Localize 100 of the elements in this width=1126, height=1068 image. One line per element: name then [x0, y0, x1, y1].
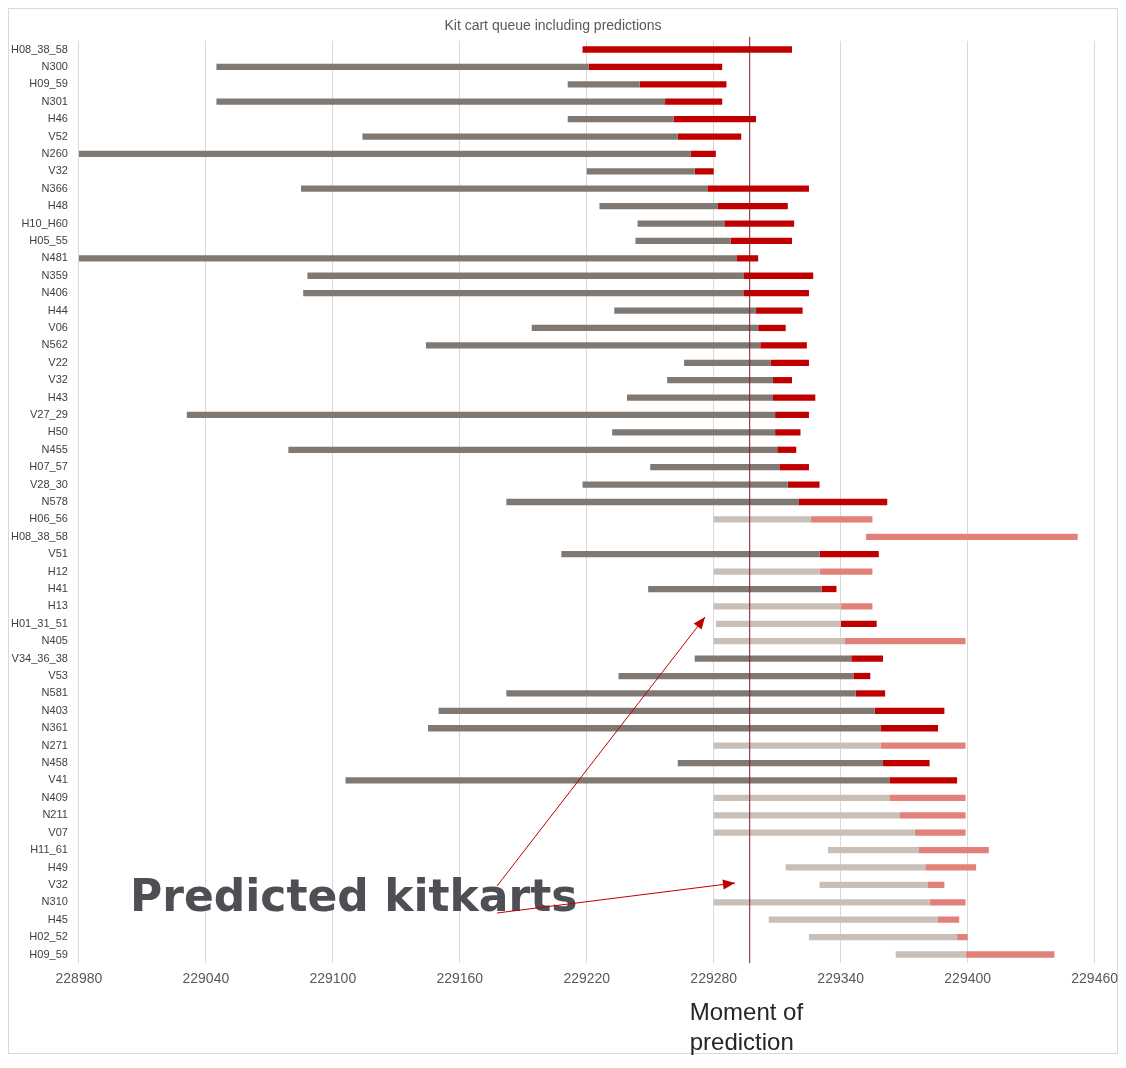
x-tick-label: 229400 — [944, 970, 992, 987]
y-tick-label: H46 — [47, 112, 68, 125]
bar — [635, 237, 731, 245]
bar — [186, 411, 776, 419]
bar — [216, 63, 589, 71]
bar — [713, 568, 820, 575]
bar — [743, 290, 809, 297]
y-tick-label: V32 — [48, 373, 68, 386]
y-tick-label: H45 — [47, 912, 68, 925]
bar — [614, 307, 757, 314]
y-tick-label: H12 — [47, 564, 68, 577]
bar — [713, 516, 812, 523]
bar — [798, 498, 888, 506]
bar — [648, 585, 822, 593]
bar — [694, 168, 714, 175]
bar — [819, 881, 928, 889]
y-tick-label: N300 — [41, 59, 68, 72]
bar — [743, 272, 814, 279]
annotation: Predicted kitkarts — [130, 870, 578, 921]
bar — [927, 881, 945, 889]
bar — [819, 568, 873, 575]
x-tick-label: 229220 — [563, 970, 611, 987]
bar — [772, 394, 816, 401]
bar — [730, 237, 793, 245]
bar — [713, 603, 841, 610]
bar — [965, 951, 1055, 958]
y-tick-label: H49 — [47, 860, 68, 873]
x-tick-label: 228980 — [55, 970, 103, 987]
y-tick-label: N581 — [41, 686, 68, 699]
y-tick-label: H43 — [47, 390, 68, 403]
bar — [880, 725, 939, 732]
bar — [785, 864, 926, 871]
bar — [772, 377, 793, 384]
x-tick-label: 229160 — [436, 970, 484, 987]
y-tick-label: H02_52 — [29, 930, 68, 943]
bar — [713, 742, 881, 749]
bar — [821, 585, 837, 593]
bar — [819, 551, 879, 558]
y-tick-label: N562 — [41, 338, 68, 351]
bar — [567, 81, 640, 88]
bar — [288, 446, 778, 453]
y-tick-label: N405 — [41, 634, 68, 647]
y-tick-label: N260 — [41, 146, 68, 159]
y-tick-label: N271 — [41, 738, 68, 751]
y-tick-label: H13 — [47, 599, 68, 612]
y-tick-label: H08_38_58 — [10, 529, 68, 542]
bar — [929, 899, 966, 906]
bar — [938, 916, 960, 923]
bar — [957, 933, 968, 941]
chart-title: Kit cart queue including predictions — [444, 17, 662, 34]
bar — [724, 220, 795, 227]
bar — [866, 533, 1078, 540]
bar — [713, 829, 915, 836]
bar — [925, 864, 977, 871]
bar — [768, 916, 939, 923]
bar — [667, 377, 773, 384]
y-tick-label: V34_36_38 — [11, 651, 68, 664]
bar — [618, 672, 854, 680]
bar — [919, 846, 989, 854]
bar — [639, 81, 727, 88]
bar — [880, 742, 966, 749]
bar — [345, 777, 890, 784]
bar — [307, 272, 744, 279]
bar — [758, 324, 786, 332]
bar — [588, 63, 723, 71]
bar — [677, 759, 884, 767]
bar — [874, 707, 945, 714]
bar — [567, 115, 674, 123]
y-tick-label: N406 — [41, 286, 68, 299]
bar — [694, 655, 852, 662]
y-tick-label: N403 — [41, 703, 68, 716]
bar — [78, 150, 691, 158]
bar — [756, 307, 803, 314]
bar — [855, 690, 886, 697]
bar — [690, 150, 716, 158]
y-tick-label: H48 — [47, 199, 68, 212]
y-tick-label: V53 — [48, 669, 68, 682]
bar — [889, 777, 958, 784]
bar — [808, 933, 958, 941]
bar — [889, 794, 966, 801]
y-tick-label: V07 — [48, 825, 68, 838]
bar — [78, 255, 738, 262]
bar — [612, 429, 776, 436]
bar — [760, 342, 807, 349]
y-tick-label: N409 — [41, 790, 68, 803]
bar — [787, 481, 820, 488]
y-tick-label: N359 — [41, 268, 68, 281]
bar — [216, 98, 666, 105]
bar — [713, 638, 845, 645]
bar — [599, 203, 718, 210]
bar — [713, 812, 900, 819]
bar — [840, 603, 873, 610]
bar — [684, 359, 771, 366]
bar — [811, 516, 873, 523]
y-tick-label: H05_55 — [29, 233, 68, 246]
x-tick-label: 229460 — [1071, 970, 1119, 987]
y-tick-label: V27_29 — [29, 408, 68, 421]
bar — [428, 725, 881, 732]
bar — [362, 133, 678, 140]
bar — [853, 672, 871, 680]
